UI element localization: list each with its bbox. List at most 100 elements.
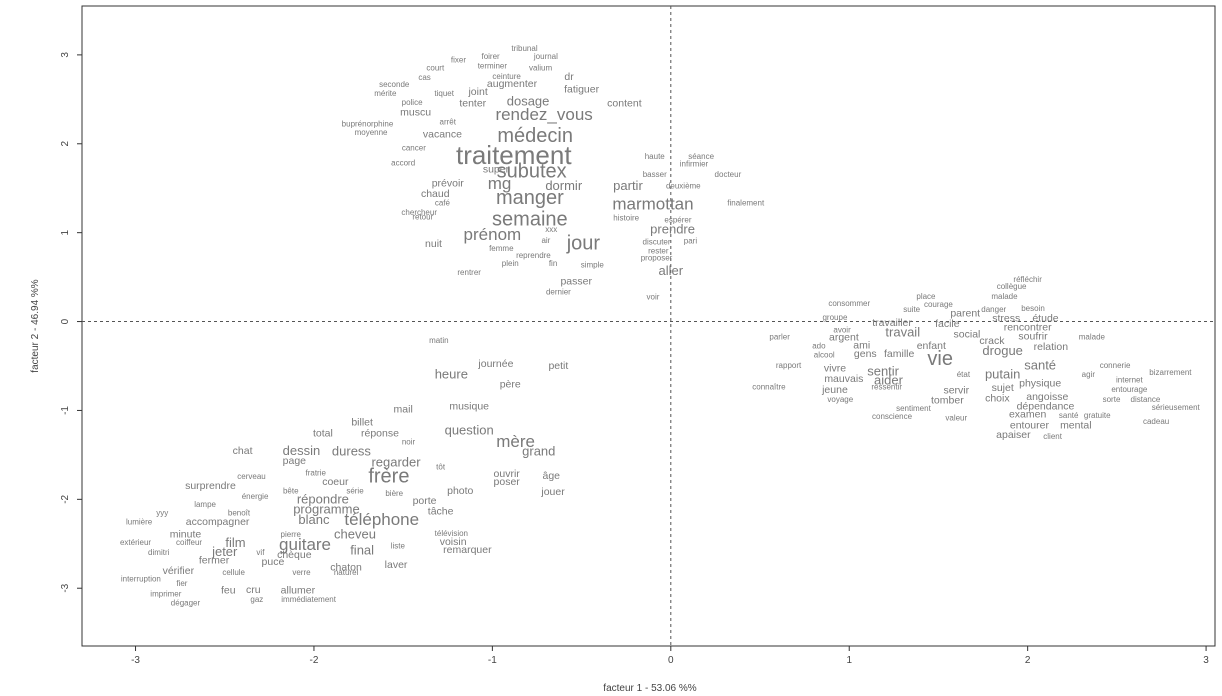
word-label: client (1043, 432, 1062, 441)
word-label: immédiatement (281, 595, 336, 604)
word-label: âge (542, 470, 560, 482)
word-label: moyenne (355, 128, 388, 137)
word-label: yyy (156, 509, 168, 518)
word-label: servir (943, 385, 969, 397)
word-label: sujet (992, 382, 1014, 394)
word-label: journal (533, 52, 558, 61)
y-axis: 3 2 1 0 -1 -2 -3 (60, 52, 82, 593)
word-label: besoin (1021, 304, 1045, 313)
word-label: chaton (330, 562, 362, 574)
word-label: ami (853, 339, 870, 351)
word-label: noir (402, 438, 416, 447)
word-label: coiffeur (176, 538, 202, 547)
word-label: voir (647, 293, 660, 302)
word-label: prévoir (432, 178, 465, 190)
word-label: tomber (931, 394, 964, 406)
word-label: marmottan (612, 195, 693, 214)
word-label: sentiment (896, 404, 931, 413)
word-label: père (500, 378, 521, 390)
word-label: bête (283, 486, 299, 495)
word-label: histoire (613, 214, 639, 223)
word-label: finalement (727, 198, 765, 207)
word-label: retour (412, 213, 433, 222)
word-label: journée (477, 358, 513, 370)
word-label: ceinture (492, 72, 521, 81)
word-label: question (445, 422, 494, 437)
x-tick-label: -2 (309, 655, 318, 666)
word-label: mg (488, 174, 512, 193)
reference-lines (82, 6, 1215, 646)
word-label: place (916, 292, 936, 301)
word-label: bière (385, 489, 403, 498)
word-label: proposer (641, 254, 673, 263)
word-label: minute (170, 529, 202, 541)
word-label: malade (991, 292, 1018, 301)
word-label: duress (332, 444, 372, 459)
word-label: accompagner (186, 516, 250, 528)
word-label: gens (854, 348, 877, 360)
word-label: voyage (827, 395, 853, 404)
word-label: espérer (664, 215, 691, 224)
word-label: ouvrir (494, 468, 521, 480)
word-label: feu (221, 585, 236, 597)
word-label: entourage (1111, 385, 1148, 394)
x-tick-label: -1 (488, 655, 497, 666)
word-label: parler (769, 333, 790, 342)
word-label: porte (413, 495, 437, 507)
word-label: valium (529, 63, 552, 72)
word-label: dormir (545, 178, 583, 193)
word-label: guitare (279, 535, 331, 554)
word-label: tribunal (511, 44, 537, 53)
word-label: vivre (824, 362, 846, 374)
word-label: femme (489, 244, 514, 253)
word-labels: tribunal fixer foirer journal court terminer v… (120, 44, 1201, 608)
word-label: chat (233, 445, 253, 457)
x-axis-title: facteur 1 - 53.06 %% (603, 683, 696, 694)
word-label: fixer (451, 55, 466, 64)
word-label: alcool (814, 350, 835, 359)
word-label: séance (688, 152, 714, 161)
word-label: connerie (1100, 361, 1131, 370)
word-label: fier (176, 579, 187, 588)
y-tick-label: 1 (60, 229, 71, 235)
word-label: xxx (545, 225, 557, 234)
word-label: enfant (917, 340, 946, 352)
y-tick-label: 3 (60, 52, 71, 58)
word-label: pari (684, 237, 698, 246)
word-label: apaiser (996, 429, 1031, 441)
word-label: laver (385, 559, 408, 571)
word-label: lampe (194, 500, 216, 509)
word-label: liste (391, 542, 406, 551)
word-label: suite (903, 305, 920, 314)
word-label: connaître (752, 382, 786, 391)
word-label: total (313, 427, 333, 439)
word-label: mère (496, 432, 535, 451)
word-label: sorte (1103, 395, 1121, 404)
x-tick-label: -3 (131, 655, 140, 666)
word-label: vif (256, 548, 265, 557)
word-label: rencontrer (1004, 322, 1052, 334)
word-label: joint (467, 86, 487, 98)
word-label: partir (613, 178, 643, 193)
word-label: cas (418, 73, 430, 82)
word-label: gratuite (1084, 411, 1111, 420)
word-label: drogue (982, 343, 1022, 358)
word-label: réfléchir (1013, 275, 1042, 284)
word-label: gaz (250, 595, 263, 604)
word-label: jour (566, 233, 601, 255)
y-tick-label: -3 (60, 583, 71, 592)
word-label: état (957, 370, 971, 379)
word-label: agir (1082, 370, 1096, 379)
word-label: extérieur (120, 538, 151, 547)
word-label: frère (368, 465, 409, 487)
word-label: vie (927, 348, 953, 370)
word-label: augmenter (487, 78, 538, 90)
word-label: vérifier (163, 565, 195, 577)
word-label: regarder (371, 454, 421, 469)
word-label: photo (447, 485, 473, 497)
word-label: cadeau (1143, 417, 1169, 426)
word-label: plein (502, 259, 519, 268)
word-label: angoisse (1026, 391, 1068, 403)
word-label: rendez_vous (495, 105, 592, 124)
word-label: benoît (228, 509, 251, 518)
